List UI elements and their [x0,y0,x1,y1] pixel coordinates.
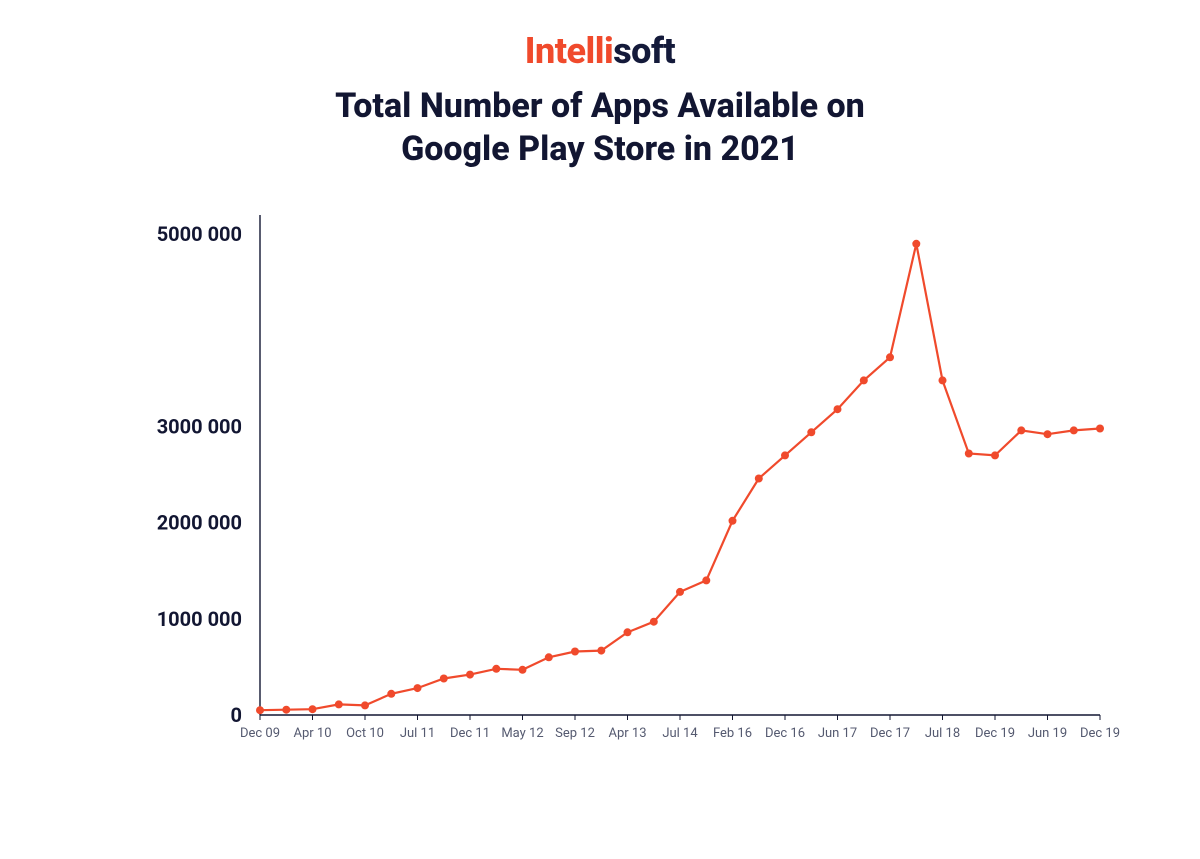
x-tick-label: Dec 17 [870,726,910,741]
series-marker [650,618,658,626]
x-tick-label: Sep 12 [555,726,595,741]
series-marker [309,705,317,713]
series-marker [256,706,264,714]
chart-container: 0 1000 000 2000 000 3000 000 5000 000 Dec 09 A… [120,205,1120,765]
series-marker [466,671,474,679]
chart-title-line2: Google Play Store in 2021 [0,128,1200,171]
series-marker [361,701,369,709]
x-tick-label: Jul 14 [662,726,698,741]
series-marker [729,517,737,525]
brand-logo: Intellisoft [0,30,1200,72]
x-tick-label: Oct 10 [346,726,384,741]
series-marker [1070,426,1078,434]
chart-title: Total Number of Apps Available on Google… [0,85,1200,170]
series-marker [597,647,605,655]
series-marker [387,690,395,698]
x-tick-label: Dec 09 [240,726,280,741]
y-tick-label: 3000 000 [157,415,242,439]
x-tick-label: May 12 [501,726,543,741]
chart-title-line1: Total Number of Apps Available on [0,85,1200,128]
series-line [260,244,1100,710]
y-tick: 5000 000 [157,222,242,246]
series-marker [965,450,973,458]
x-tick-label: Jul 18 [925,726,960,741]
series-marker [519,666,527,674]
x-tick-label: Jun 17 [818,726,857,741]
series-marker [676,588,684,596]
page-root: Intellisoft Total Number of Apps Availab… [0,0,1200,859]
x-tick-label: Apr 13 [608,726,646,741]
series-marker [939,376,947,384]
series-marker [702,576,710,584]
x-tick-label: Dec 11 [450,726,490,741]
x-tick-label: Jul 11 [400,726,435,741]
brand-logo-part2: soft [613,30,675,72]
series-marker [834,405,842,413]
series-marker [912,240,920,248]
x-tick-label: Dec 19 [975,726,1015,741]
series-marker [886,353,894,361]
series-marker [860,376,868,384]
y-tick-label: 1000 000 [157,607,242,631]
y-tick-label: 5000 000 [157,222,242,246]
x-tick-label: Dec 16 [765,726,805,741]
x-tick-label: Jun 19 [1028,726,1067,741]
line-chart: 0 1000 000 2000 000 3000 000 5000 000 Dec 09 A… [120,205,1120,765]
series-marker [282,706,290,714]
series-marker [492,665,500,673]
series-marker [755,475,763,483]
series-marker [1096,425,1104,433]
series-marker [571,648,579,656]
series-marker [414,684,422,692]
x-tick-label: Feb 16 [713,726,752,741]
series-marker [545,653,553,661]
series-marker [781,451,789,459]
series-marker [1017,426,1025,434]
y-tick-label: 0 [231,703,242,727]
brand-logo-part1: Intelli [525,30,613,72]
y-tick-label: 2000 000 [157,511,242,535]
y-tick: 2000 000 [157,511,242,535]
series-marker [807,428,815,436]
series-marker [440,675,448,683]
series-marker [1044,430,1052,438]
y-tick: 1000 000 [157,607,242,631]
series-marker [335,700,343,708]
series-marker [624,628,632,636]
x-tick-label: Apr 10 [293,726,331,741]
y-tick: 3000 000 [157,415,242,439]
series-marker [991,451,999,459]
x-tick-label: Dec 19 [1080,726,1120,741]
y-tick: 0 [231,703,242,727]
